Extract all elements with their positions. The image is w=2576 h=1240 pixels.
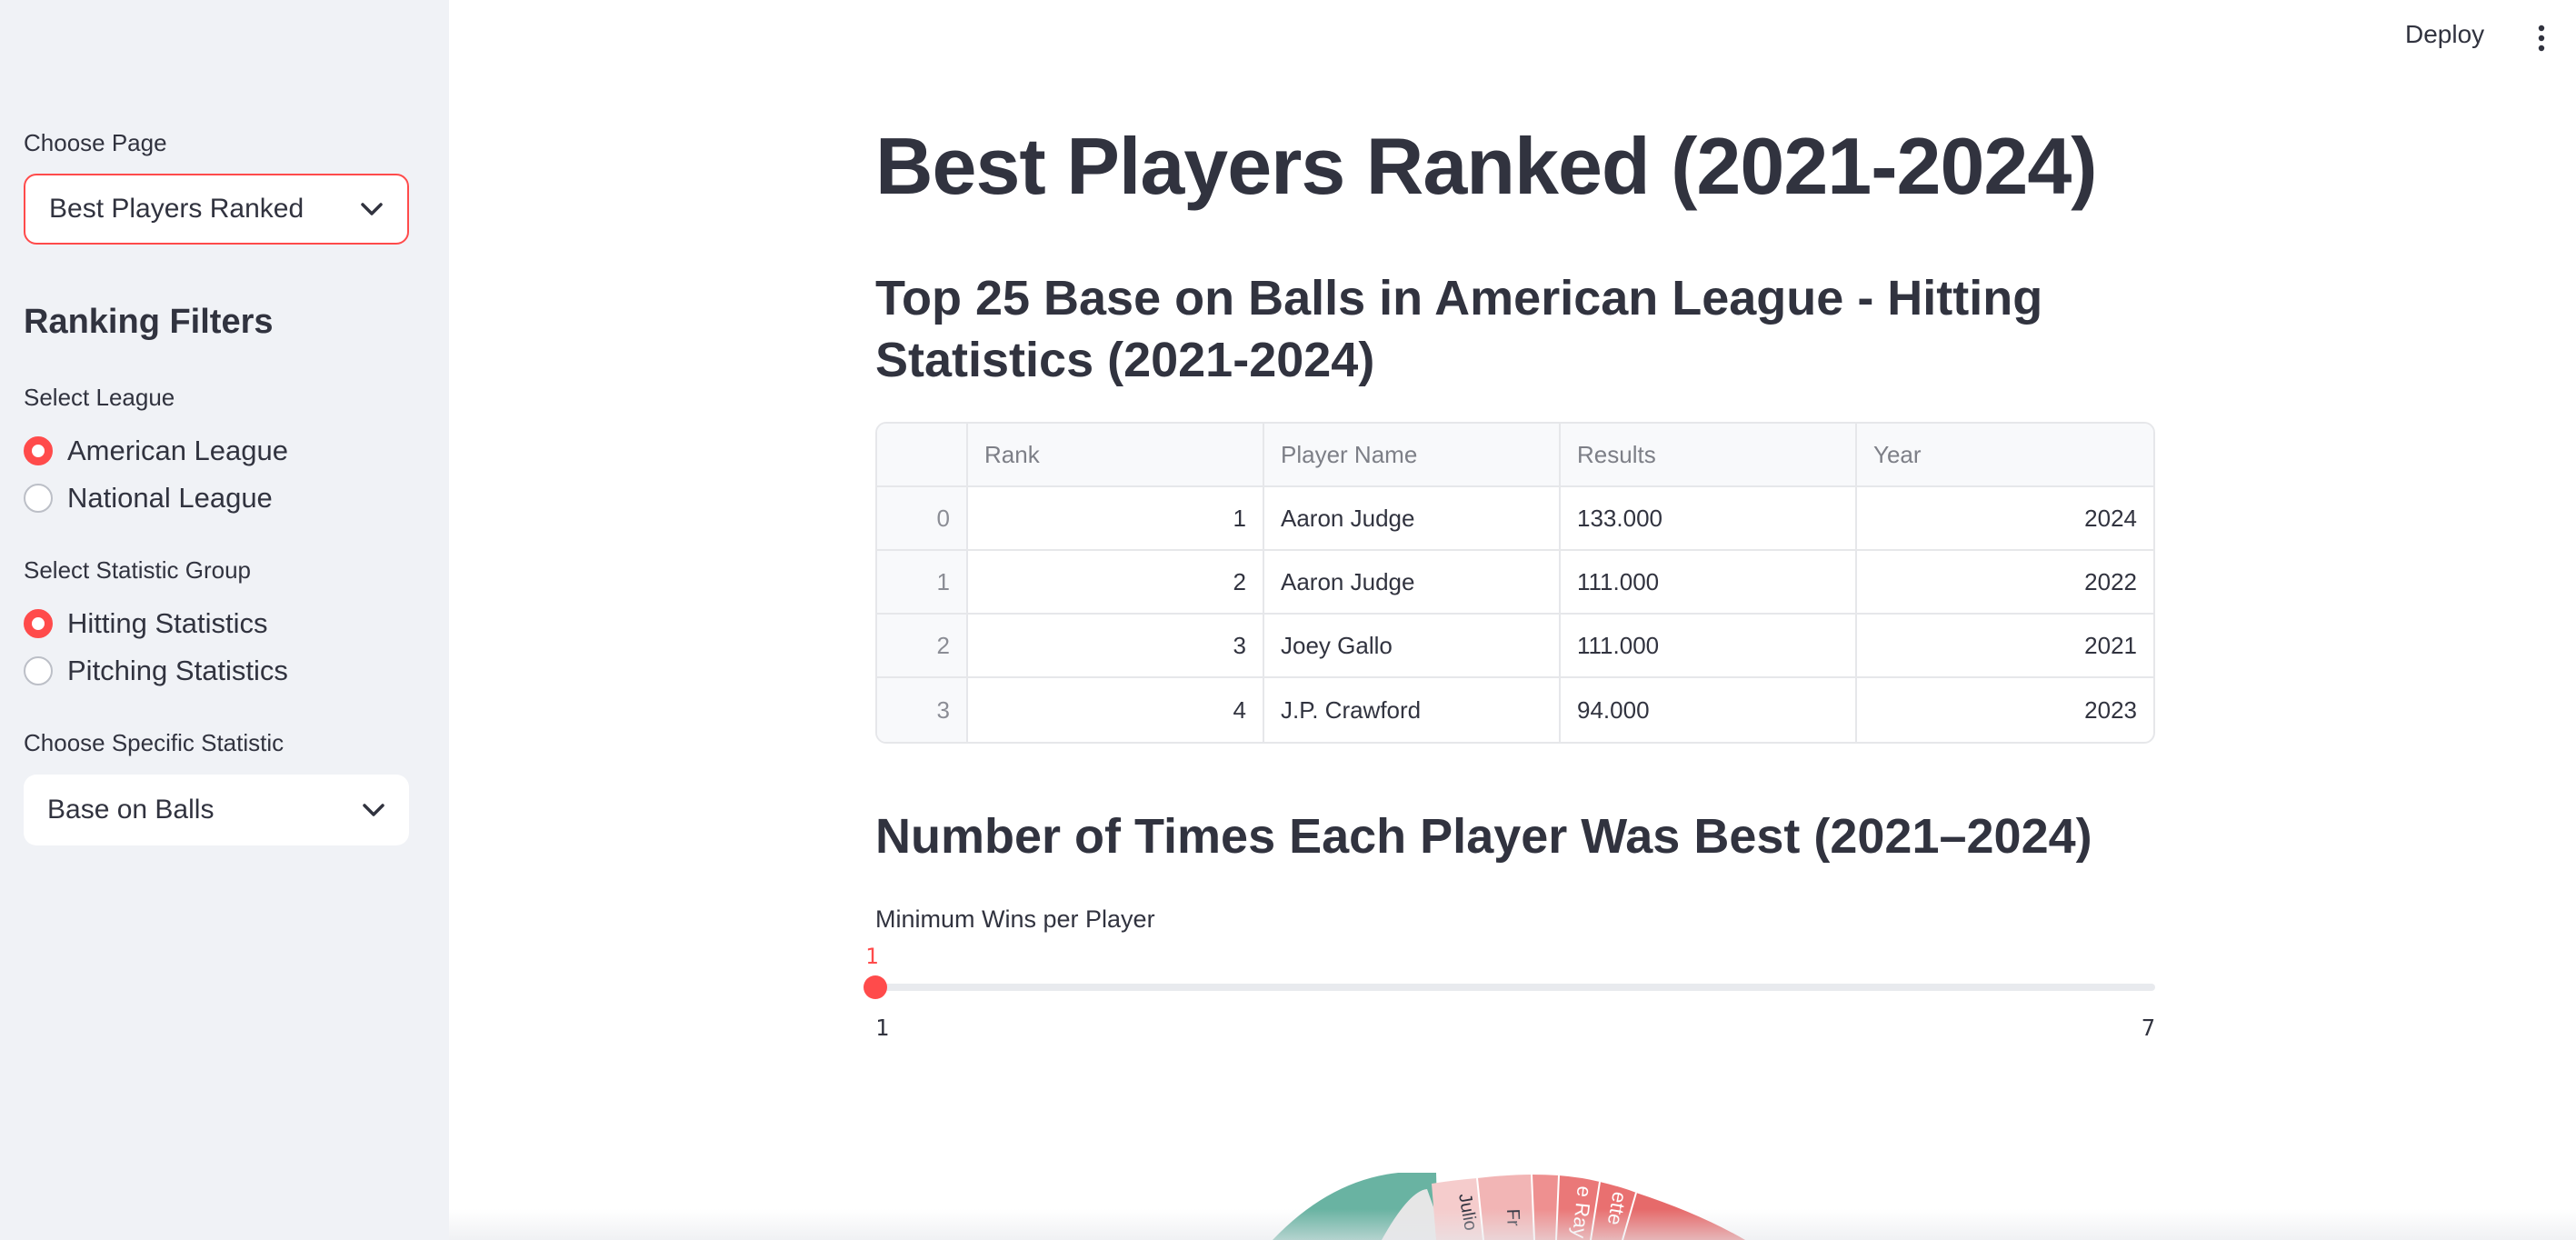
radio-unselected-icon [24, 656, 53, 685]
slider-track[interactable] [875, 984, 2155, 991]
results-cell[interactable]: 94.000 [1561, 678, 1857, 742]
rank-cell[interactable]: 4 [968, 678, 1264, 742]
table-row: 3 4 J.P. Crawford 94.000 2023 [877, 678, 2153, 742]
chevron-down-icon [361, 203, 383, 215]
sunburst-segment [1477, 1175, 1534, 1240]
radio-american-league[interactable]: American League [24, 435, 288, 467]
row-index-cell[interactable]: 3 [877, 678, 968, 742]
player-name-cell[interactable]: Aaron Judge [1264, 551, 1561, 615]
slider-min-value: 1 [875, 1015, 890, 1041]
row-index-cell[interactable]: 2 [877, 615, 968, 678]
slider-label: Minimum Wins per Player [875, 905, 1155, 933]
year-cell[interactable]: 2024 [1857, 487, 2153, 551]
vertical-dots-icon[interactable] [2536, 24, 2547, 53]
sunburst-segment [1622, 1193, 1745, 1240]
radio-label: American League [67, 435, 288, 466]
player-name-cell[interactable]: Joey Gallo [1264, 615, 1561, 678]
ranking-table[interactable]: Rank Player Name Results Year 0 1 Aaron … [875, 422, 2155, 744]
year-cell[interactable]: 2021 [1857, 615, 2153, 678]
page-title: Best Players Ranked (2021-2024) [875, 121, 2098, 211]
column-header-player-name[interactable]: Player Name [1264, 424, 1561, 487]
sunburst-label: Fr [1503, 1208, 1523, 1226]
specific-stat-value: Base on Balls [47, 795, 215, 825]
rank-cell[interactable]: 2 [968, 551, 1264, 615]
radio-national-league[interactable]: National League [24, 482, 273, 515]
select-stat-group-label: Select Statistic Group [24, 556, 251, 584]
specific-stat-select[interactable]: Base on Balls [24, 775, 409, 845]
table-row: 2 3 Joey Gallo 111.000 2021 [877, 615, 2153, 678]
radio-selected-icon [24, 436, 53, 465]
year-cell[interactable]: 2023 [2084, 695, 2137, 724]
column-header-rank[interactable]: Rank [968, 424, 1264, 487]
sunburst-segment [1532, 1175, 1559, 1240]
choose-page-label: Choose Page [24, 129, 167, 156]
player-name-cell[interactable]: J.P. Crawford [1264, 678, 1561, 742]
column-header-results[interactable]: Results [1561, 424, 1857, 487]
rank-cell[interactable]: 1 [968, 487, 1264, 551]
chevron-down-icon [363, 804, 384, 816]
radio-unselected-icon [24, 484, 53, 513]
slider-current-value: 1 [865, 944, 879, 969]
table-row: 0 1 Aaron Judge 133.000 2024 [877, 487, 2153, 551]
results-cell[interactable]: 111.000 [1561, 551, 1857, 615]
deploy-button[interactable]: Deploy [2405, 20, 2485, 48]
column-header-year[interactable]: Year [1857, 424, 2153, 487]
specific-stat-label: Choose Specific Statistic [24, 729, 285, 756]
select-league-label: Select League [24, 384, 175, 411]
player-name-cell[interactable]: Aaron Judge [1264, 487, 1561, 551]
radio-selected-icon [24, 609, 53, 638]
chart-heading: Number of Times Each Player Was Best (20… [875, 809, 2092, 864]
radio-hitting-statistics[interactable]: Hitting Statistics [24, 607, 268, 640]
radio-label: Pitching Statistics [67, 655, 288, 686]
results-cell[interactable]: 111.000 [1561, 615, 1857, 678]
row-index-cell[interactable]: 1 [877, 551, 968, 615]
slider-thumb[interactable] [864, 975, 887, 999]
choose-page-select[interactable]: Best Players Ranked [24, 174, 409, 245]
radio-pitching-statistics[interactable]: Pitching Statistics [24, 655, 288, 687]
slider-max-value: 7 [2142, 1015, 2156, 1041]
table-row: 1 2 Aaron Judge 111.000 2022 [877, 551, 2153, 615]
row-index-cell[interactable]: 0 [877, 487, 968, 551]
choose-page-value: Best Players Ranked [49, 194, 305, 224]
ranking-filters-heading: Ranking Filters [24, 303, 274, 341]
results-cell[interactable]: 133.000 [1561, 487, 1857, 551]
radio-label: National League [67, 482, 273, 514]
year-cell[interactable]: 2022 [1857, 551, 2153, 615]
sunburst-chart[interactable]: Julio Fr e Ray ette [1273, 1173, 1800, 1240]
sidebar: Choose Page Best Players Ranked Ranking … [0, 0, 449, 1240]
column-header-index [877, 424, 968, 487]
radio-label: Hitting Statistics [67, 607, 268, 639]
table-header-row: Rank Player Name Results Year [877, 424, 2153, 487]
rank-cell[interactable]: 3 [968, 615, 1264, 678]
table-heading: Top 25 Base on Balls in American League … [875, 271, 2043, 387]
